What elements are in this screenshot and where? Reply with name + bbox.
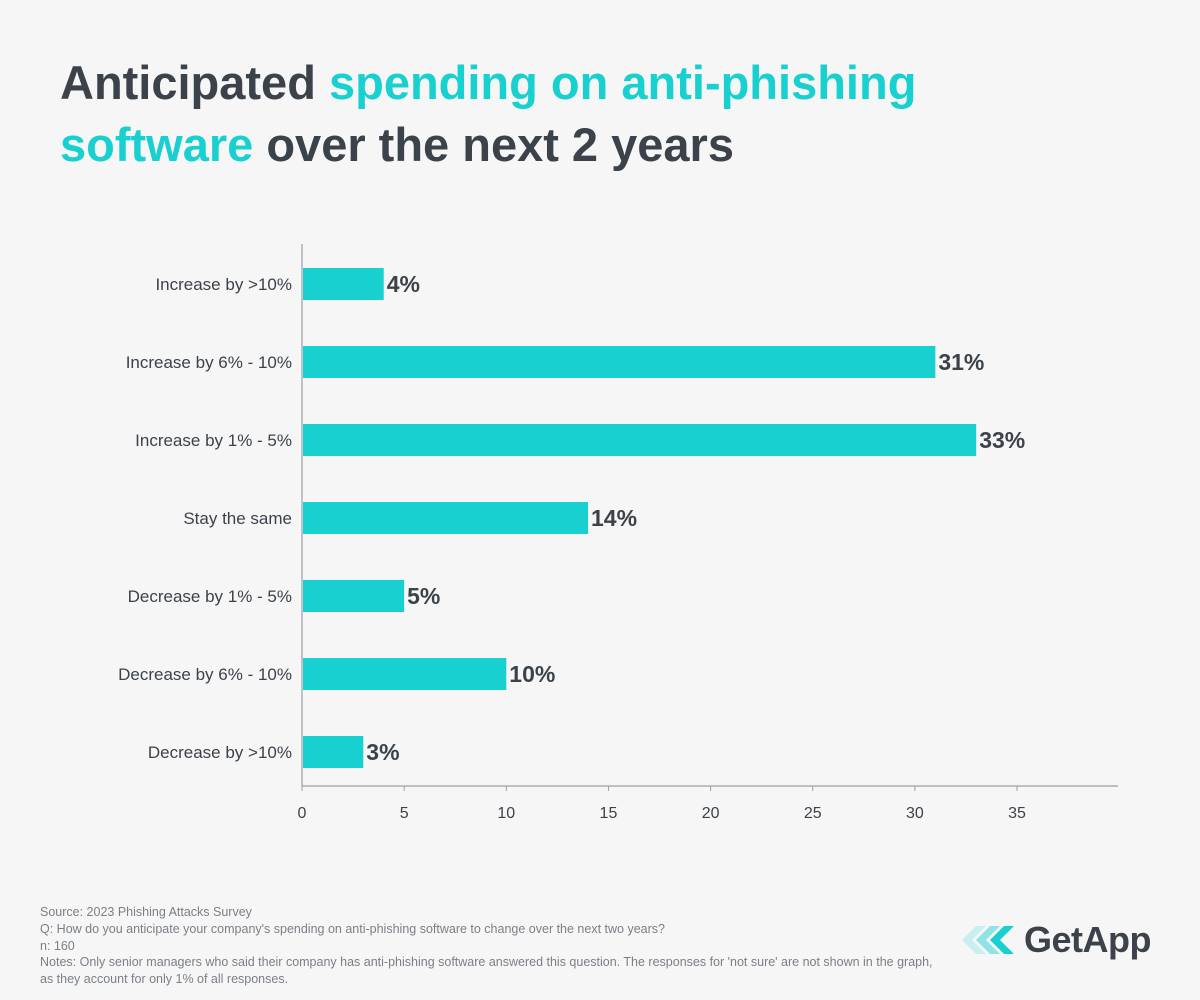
value-label: 5% xyxy=(407,583,440,609)
value-label: 31% xyxy=(938,349,984,375)
survey-question: Q: How do you anticipate your company's … xyxy=(40,921,665,936)
chart-title: Anticipated spending on anti-phishing sof… xyxy=(60,52,1140,176)
bar xyxy=(303,736,364,768)
title-accent-2: software xyxy=(60,118,254,171)
bar xyxy=(303,658,507,690)
bar-chart: Increase by >10% 4% Increase by 6% - 10% 31… xyxy=(118,244,1118,822)
bar xyxy=(303,268,384,300)
bar xyxy=(303,580,405,612)
title-accent-1: spending on anti-phishing xyxy=(328,56,917,109)
getapp-chevrons-icon xyxy=(962,926,1014,954)
value-label: 4% xyxy=(387,271,420,297)
title-part-2: over the next 2 years xyxy=(253,118,734,171)
getapp-logo: GetApp xyxy=(962,918,1152,962)
category-label: Increase by >10% xyxy=(155,275,292,294)
value-label: 10% xyxy=(509,661,555,687)
sample-size: n: 160 xyxy=(40,938,75,953)
x-tick-label: 20 xyxy=(702,805,720,822)
category-label: Decrease by 6% - 10% xyxy=(118,665,292,684)
value-label: 14% xyxy=(591,505,637,531)
chart-footer: Source: 2023 Phishing Attacks Survey Q: … xyxy=(40,904,940,988)
value-label: 3% xyxy=(366,739,399,765)
notes: Notes: Only senior managers who said the… xyxy=(40,955,933,987)
category-label: Decrease by 1% - 5% xyxy=(128,587,292,606)
x-tick-label: 35 xyxy=(1008,805,1026,822)
source-note: Source: 2023 Phishing Attacks Survey xyxy=(40,905,252,919)
category-label: Increase by 1% - 5% xyxy=(135,431,292,450)
x-tick-label: 5 xyxy=(400,805,409,822)
value-label: 33% xyxy=(979,427,1025,453)
category-label: Stay the same xyxy=(183,509,292,528)
logo-text: GetApp xyxy=(1024,919,1152,960)
bar xyxy=(303,424,977,456)
x-tick-label: 30 xyxy=(906,805,924,822)
bar xyxy=(303,502,589,534)
category-label: Decrease by >10% xyxy=(148,743,292,762)
x-tick-label: 10 xyxy=(497,805,515,822)
category-label: Increase by 6% - 10% xyxy=(126,353,292,372)
bar xyxy=(303,346,936,378)
x-tick-label: 15 xyxy=(600,805,618,822)
x-tick-label: 25 xyxy=(804,805,822,822)
x-tick-label: 0 xyxy=(298,805,307,822)
title-part-1: Anticipated xyxy=(60,56,329,109)
